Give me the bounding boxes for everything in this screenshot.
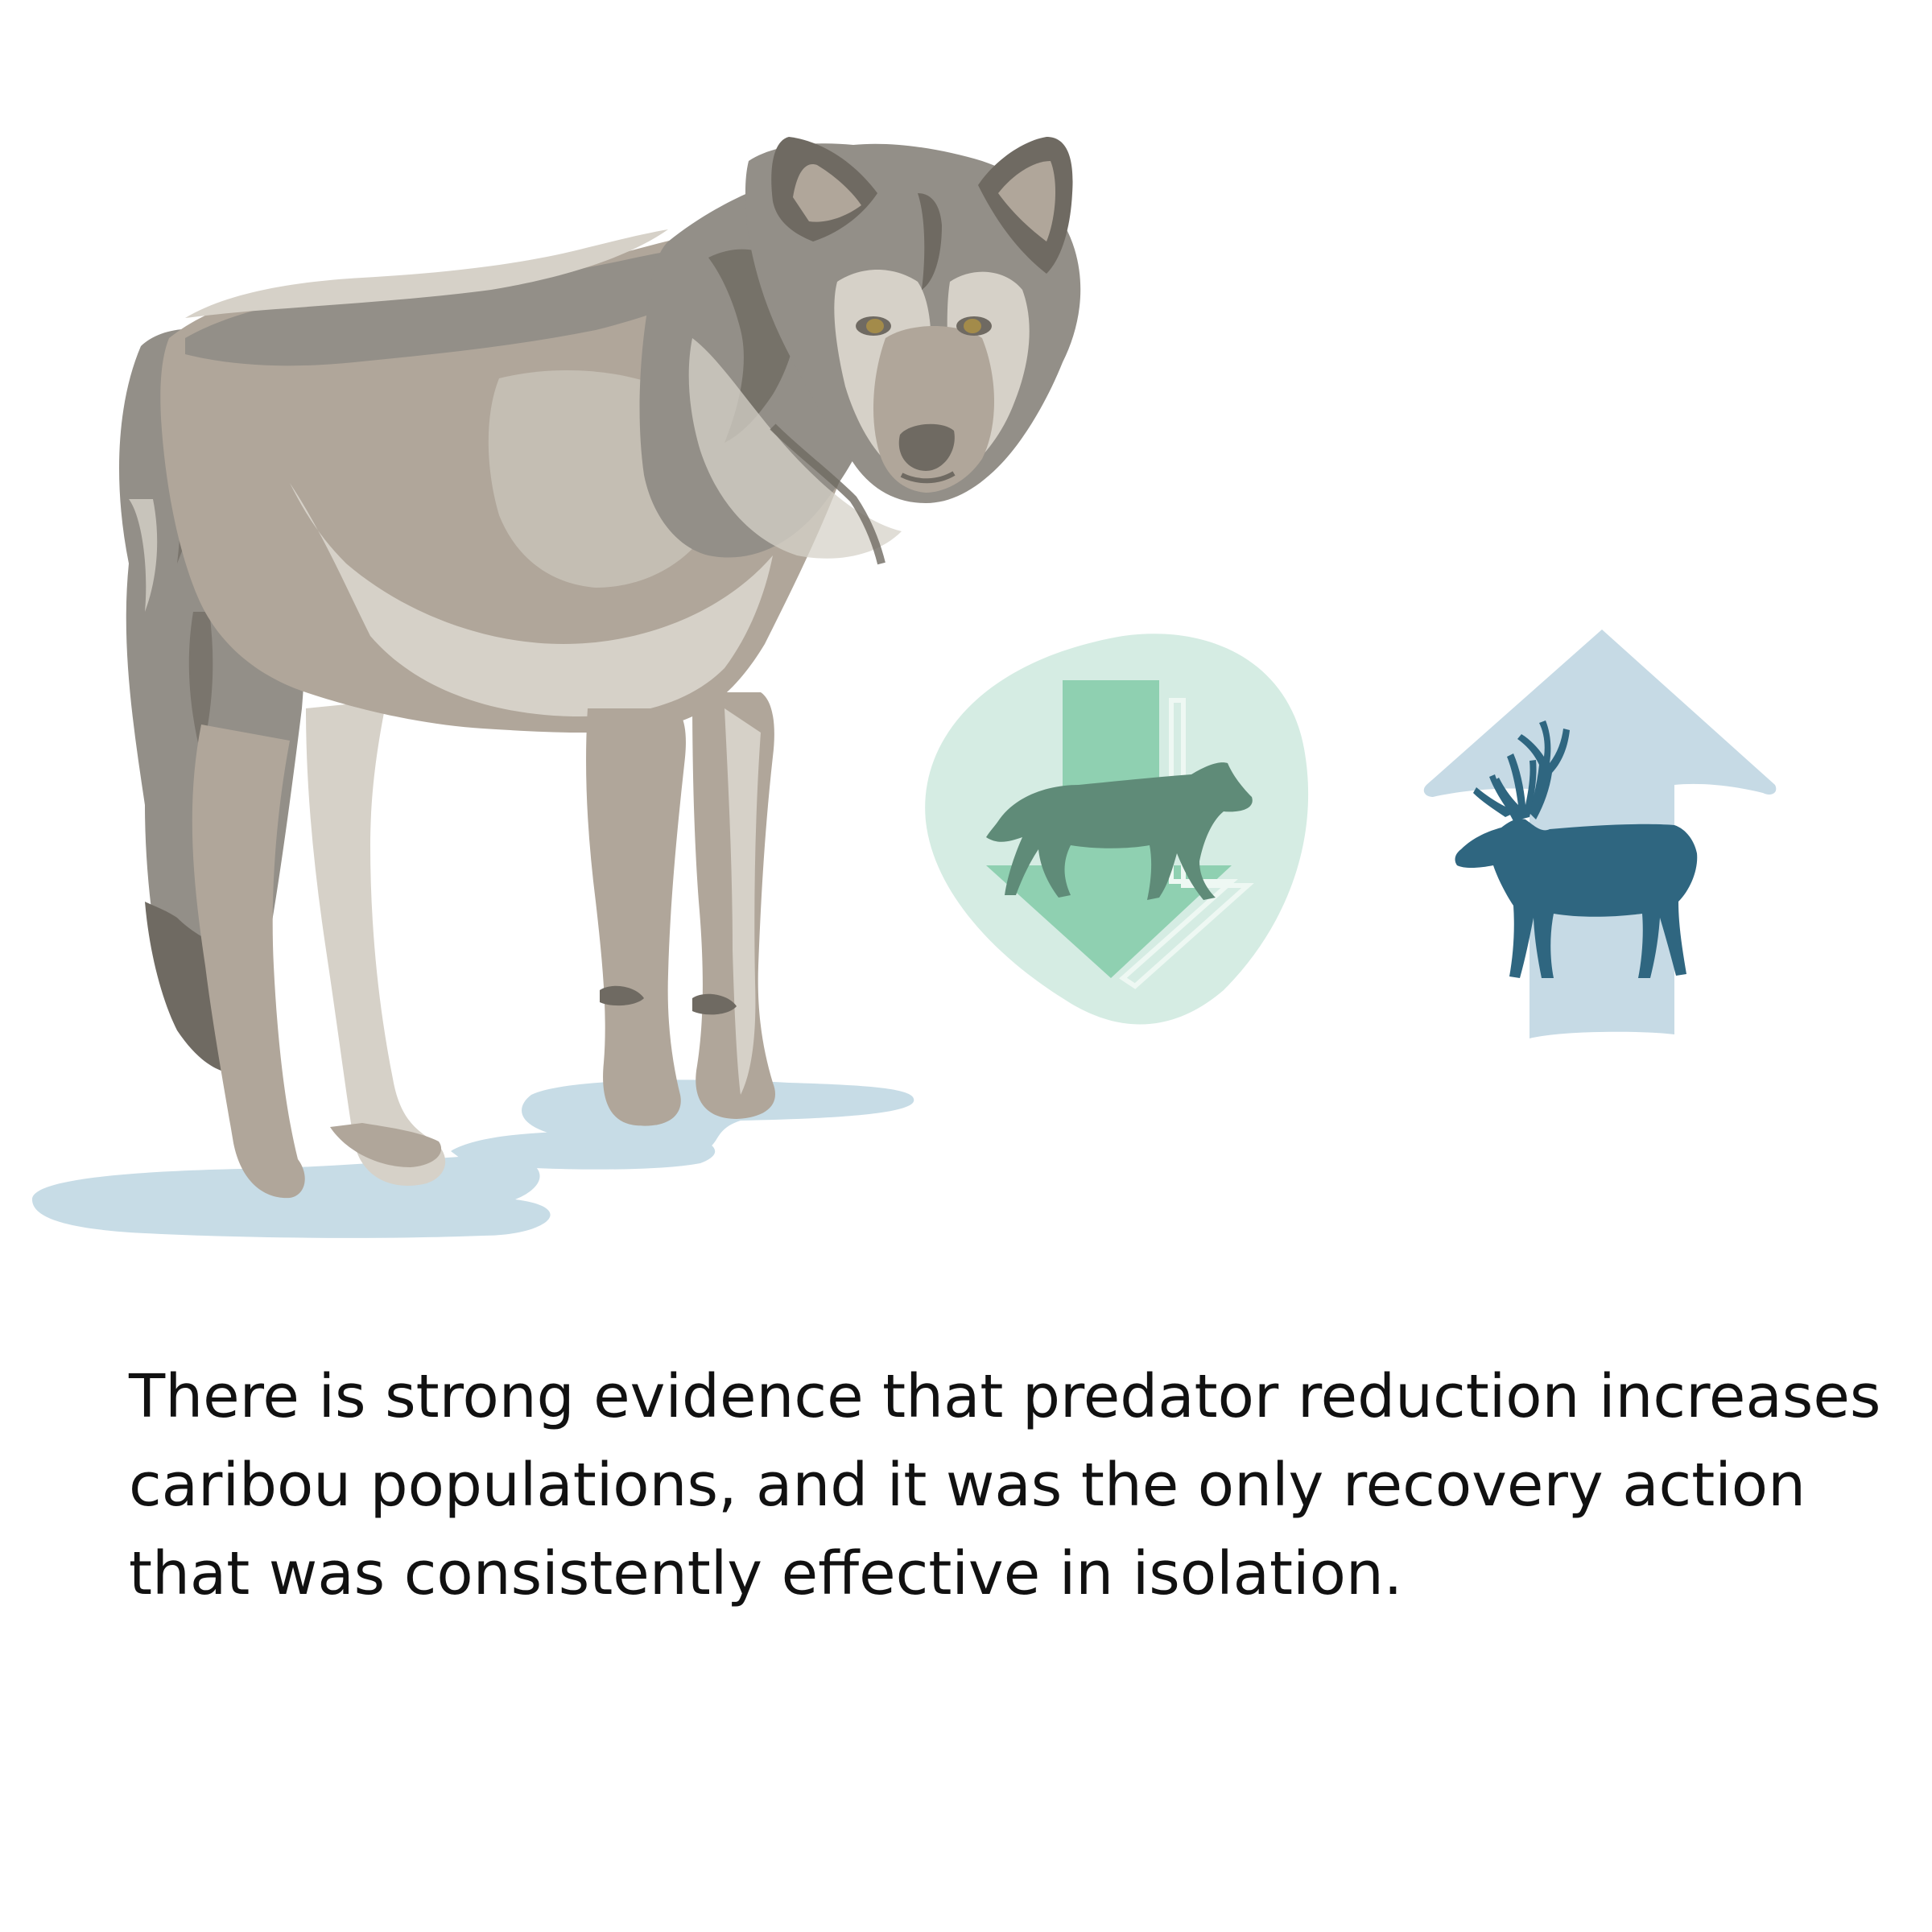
caption-line: There is strong evidence that predator r… bbox=[129, 1362, 1881, 1431]
wolf-illustration bbox=[32, 137, 1081, 1238]
wolf-silhouette-down-arrow-icon bbox=[925, 634, 1309, 1025]
caribou-silhouette-up-arrow-icon bbox=[1423, 630, 1777, 1038]
snow-shadow bbox=[32, 1080, 914, 1238]
infographic-illustration bbox=[32, 137, 1777, 1238]
caption-line: that was consistently effective in isola… bbox=[129, 1539, 1403, 1608]
caption-text: There is strong evidence that predator r… bbox=[129, 1352, 1881, 1618]
caption-line: caribou populations, and it was the only… bbox=[129, 1451, 1806, 1520]
